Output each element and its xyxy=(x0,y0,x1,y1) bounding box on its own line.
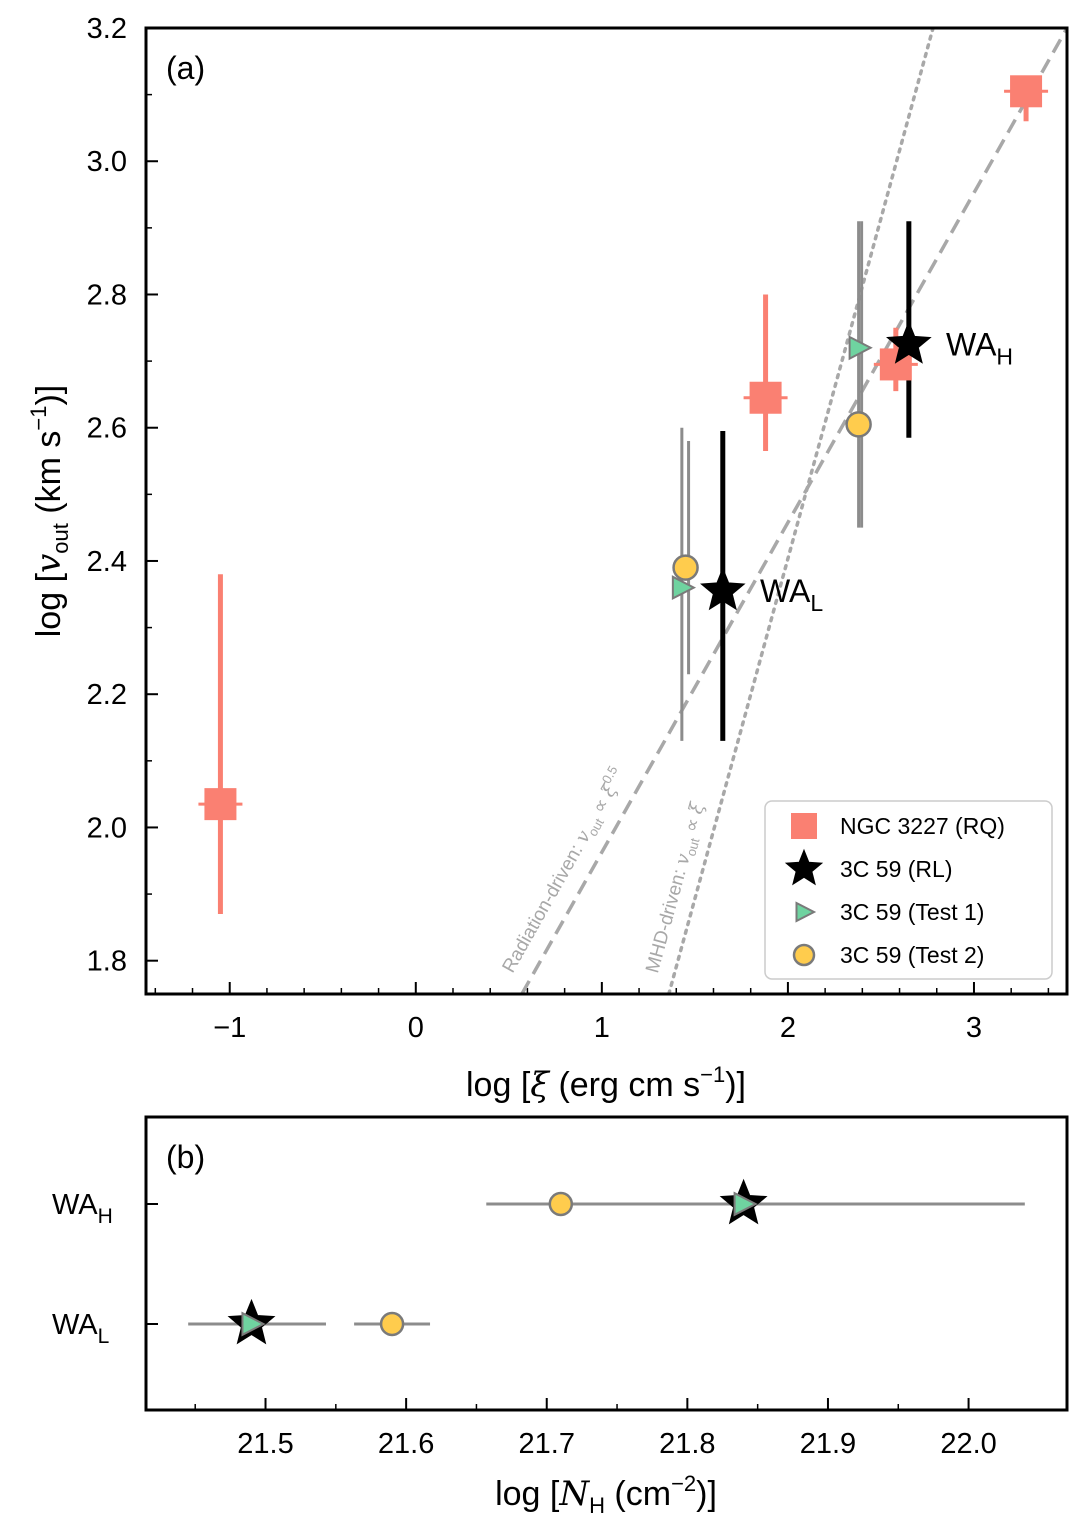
panel-b-ticks xyxy=(146,1203,970,1410)
mhd-driven-label: MHD-driven: vout ∝ ξ xyxy=(641,799,712,976)
3c-59-test-1-point xyxy=(241,1311,266,1337)
3c-59-rl-point xyxy=(886,320,932,364)
panel-a-tick-labels: −1 0 1 2 3 1.8 2.0 2.2 2.4 2.6 2.8 3.0 3.2 xyxy=(87,13,982,1044)
category-subscript: L xyxy=(98,1325,110,1348)
category-label-wa-l: WAL xyxy=(52,1309,109,1348)
3c-59-test-2-point xyxy=(548,1191,574,1217)
radiation-driven-line xyxy=(520,28,1067,994)
annotation-subscript: H xyxy=(996,343,1013,369)
model-line-labels: Radiation-driven: vout ∝ ξ0.5MHD-driven:… xyxy=(494,763,712,978)
legend-marker-3c-59-test-2 xyxy=(792,943,816,967)
ngc-3227-rq-point xyxy=(204,788,237,821)
annotation-subscript: L xyxy=(810,590,823,616)
panel-a-x-axis-title: log [ξ (erg cm s−1)] xyxy=(466,1062,746,1105)
x-tick-label: 3 xyxy=(966,1012,982,1044)
category-label-wa-h: WAH xyxy=(52,1189,113,1228)
y-tick-label: 3.0 xyxy=(87,146,127,178)
legend: NGC 3227 (RQ) 3C 59 (RL) 3C 59 (Test 1) 3C … xyxy=(764,800,1053,980)
legend-label-3c-59-rl: 3C 59 (RL) xyxy=(840,856,952,882)
label-text: Radiation-driven: xyxy=(499,836,590,976)
category-text: WA xyxy=(52,1309,98,1341)
annotation-text: WA xyxy=(760,573,811,609)
category-subscript: H xyxy=(98,1205,113,1228)
panel-b-x-axis-title: log [NH (cm−2)] xyxy=(495,1471,717,1518)
3c-59-test-2-point xyxy=(672,554,699,581)
y-tick-label: 3.2 xyxy=(87,13,127,45)
x-tick-label: 21.6 xyxy=(378,1428,434,1460)
x-tick-label: 21.9 xyxy=(800,1428,856,1460)
3c-59-test-1-point xyxy=(733,1191,758,1217)
panel-a-data xyxy=(198,75,1049,915)
y-tick-label: 1.8 xyxy=(87,946,127,978)
y-tick-label: 2.0 xyxy=(87,812,127,844)
x-tick-label: 22.0 xyxy=(940,1428,996,1460)
annotation-text: WA xyxy=(946,326,997,362)
annotation-wa-l: WAL xyxy=(760,573,823,616)
3c-59-test-1-point xyxy=(848,335,873,361)
ngc-3227-rq-point xyxy=(749,381,782,414)
x-tick-label: 1 xyxy=(594,1012,610,1044)
panel-b-frame xyxy=(144,1115,1069,1412)
legend-frame xyxy=(764,800,1053,980)
legend-label-ngc-3227-rq: NGC 3227 (RQ) xyxy=(840,813,1005,839)
y-tick-label: 2.6 xyxy=(87,413,127,445)
x-tick-label: −1 xyxy=(213,1012,246,1044)
panel-a-label: (a) xyxy=(166,50,205,86)
panel-b-tick-labels: 21.5 21.6 21.7 21.8 21.9 22.0 xyxy=(237,1428,997,1460)
legend-marker-ngc-3227-rq xyxy=(791,813,817,839)
ngc-3227-rq-point xyxy=(1010,75,1043,108)
panel-b-label: (b) xyxy=(166,1139,205,1175)
label-text: MHD-driven: xyxy=(642,862,692,975)
y-tick-label: 2.8 xyxy=(87,279,127,311)
legend-marker-3c-59-test-1 xyxy=(795,901,817,923)
3c-59-test-2-point xyxy=(845,411,872,438)
category-text: WA xyxy=(52,1189,98,1221)
3c-59-test-1-point xyxy=(671,575,697,601)
panel-a: −1 0 1 2 3 1.8 2.0 2.2 2.4 2.6 2.8 3.0 3.2 Radiation… xyxy=(26,13,1069,1105)
3c-59-rl-point xyxy=(700,567,746,611)
annotation-wa-h: WAH xyxy=(946,326,1013,369)
panel-a-frame xyxy=(144,26,1069,996)
y-tick-label: 2.2 xyxy=(87,679,127,711)
x-tick-label: 2 xyxy=(780,1012,796,1044)
legend-marker-3c-59-rl xyxy=(784,848,824,886)
legend-label-3c-59-test-1: 3C 59 (Test 1) xyxy=(840,899,984,925)
x-tick-label: 21.5 xyxy=(237,1428,293,1460)
y-tick-label: 2.4 xyxy=(87,546,127,578)
x-tick-label: 21.8 xyxy=(659,1428,715,1460)
label-subscript: out xyxy=(683,836,702,858)
model-lines xyxy=(520,28,1067,994)
3c-59-test-2-point xyxy=(379,1311,405,1337)
panel-a-y-axis-title: log [vout (km s−1)] xyxy=(26,385,73,638)
x-tick-label: 21.7 xyxy=(519,1428,575,1460)
legend-label-3c-59-test-2: 3C 59 (Test 2) xyxy=(840,942,984,968)
radiation-driven-label: Radiation-driven: vout ∝ ξ0.5 xyxy=(494,763,633,978)
x-tick-label: 0 xyxy=(408,1012,424,1044)
panel-b-data xyxy=(188,1178,1025,1345)
